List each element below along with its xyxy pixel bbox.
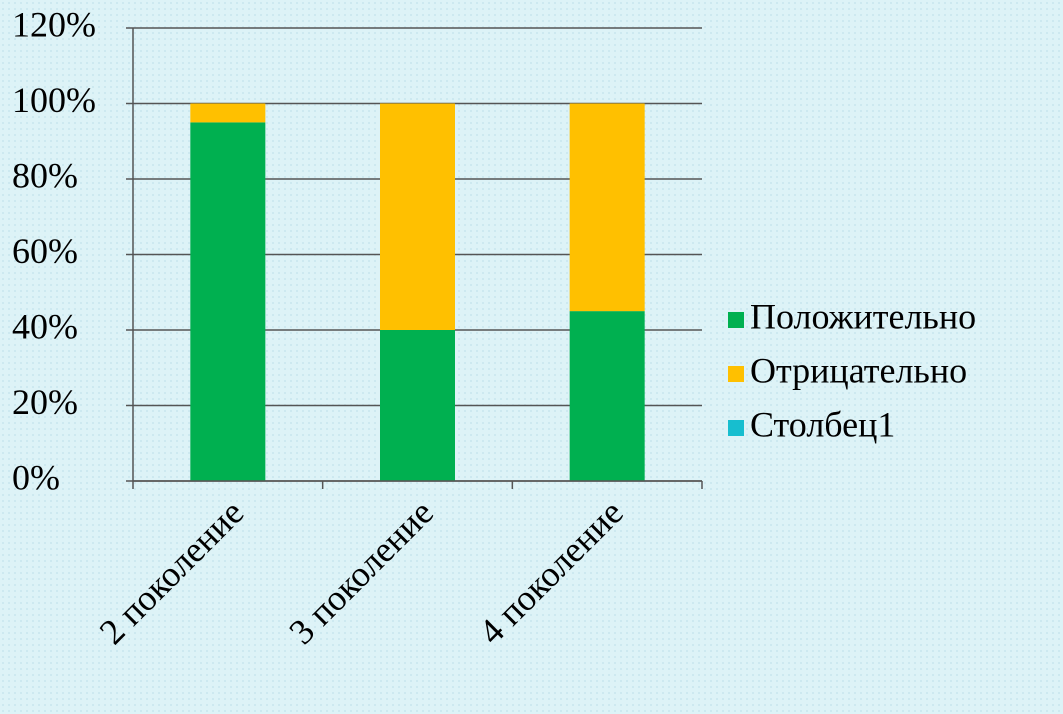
legend-swatch [728,312,744,328]
bar-segment [190,122,266,481]
legend-label: Положительно [750,296,976,336]
bar-segment [569,311,645,481]
y-tick-label: 0% [12,457,60,497]
y-tick-label: 100% [12,80,96,120]
y-tick-label: 40% [12,306,78,346]
bar-segment [569,103,645,312]
bar-segment [380,103,455,330]
legend-swatch [728,366,744,382]
y-tick-label: 60% [12,231,78,271]
legend-label: Столбец1 [750,404,895,444]
legend-swatch [728,420,744,436]
bar-segment [380,330,455,481]
y-tick-label: 120% [12,4,96,44]
legend-label: Отрицательно [750,350,967,390]
bar-segment [190,103,266,123]
y-tick-label: 20% [12,382,78,422]
y-tick-label: 80% [12,155,78,195]
